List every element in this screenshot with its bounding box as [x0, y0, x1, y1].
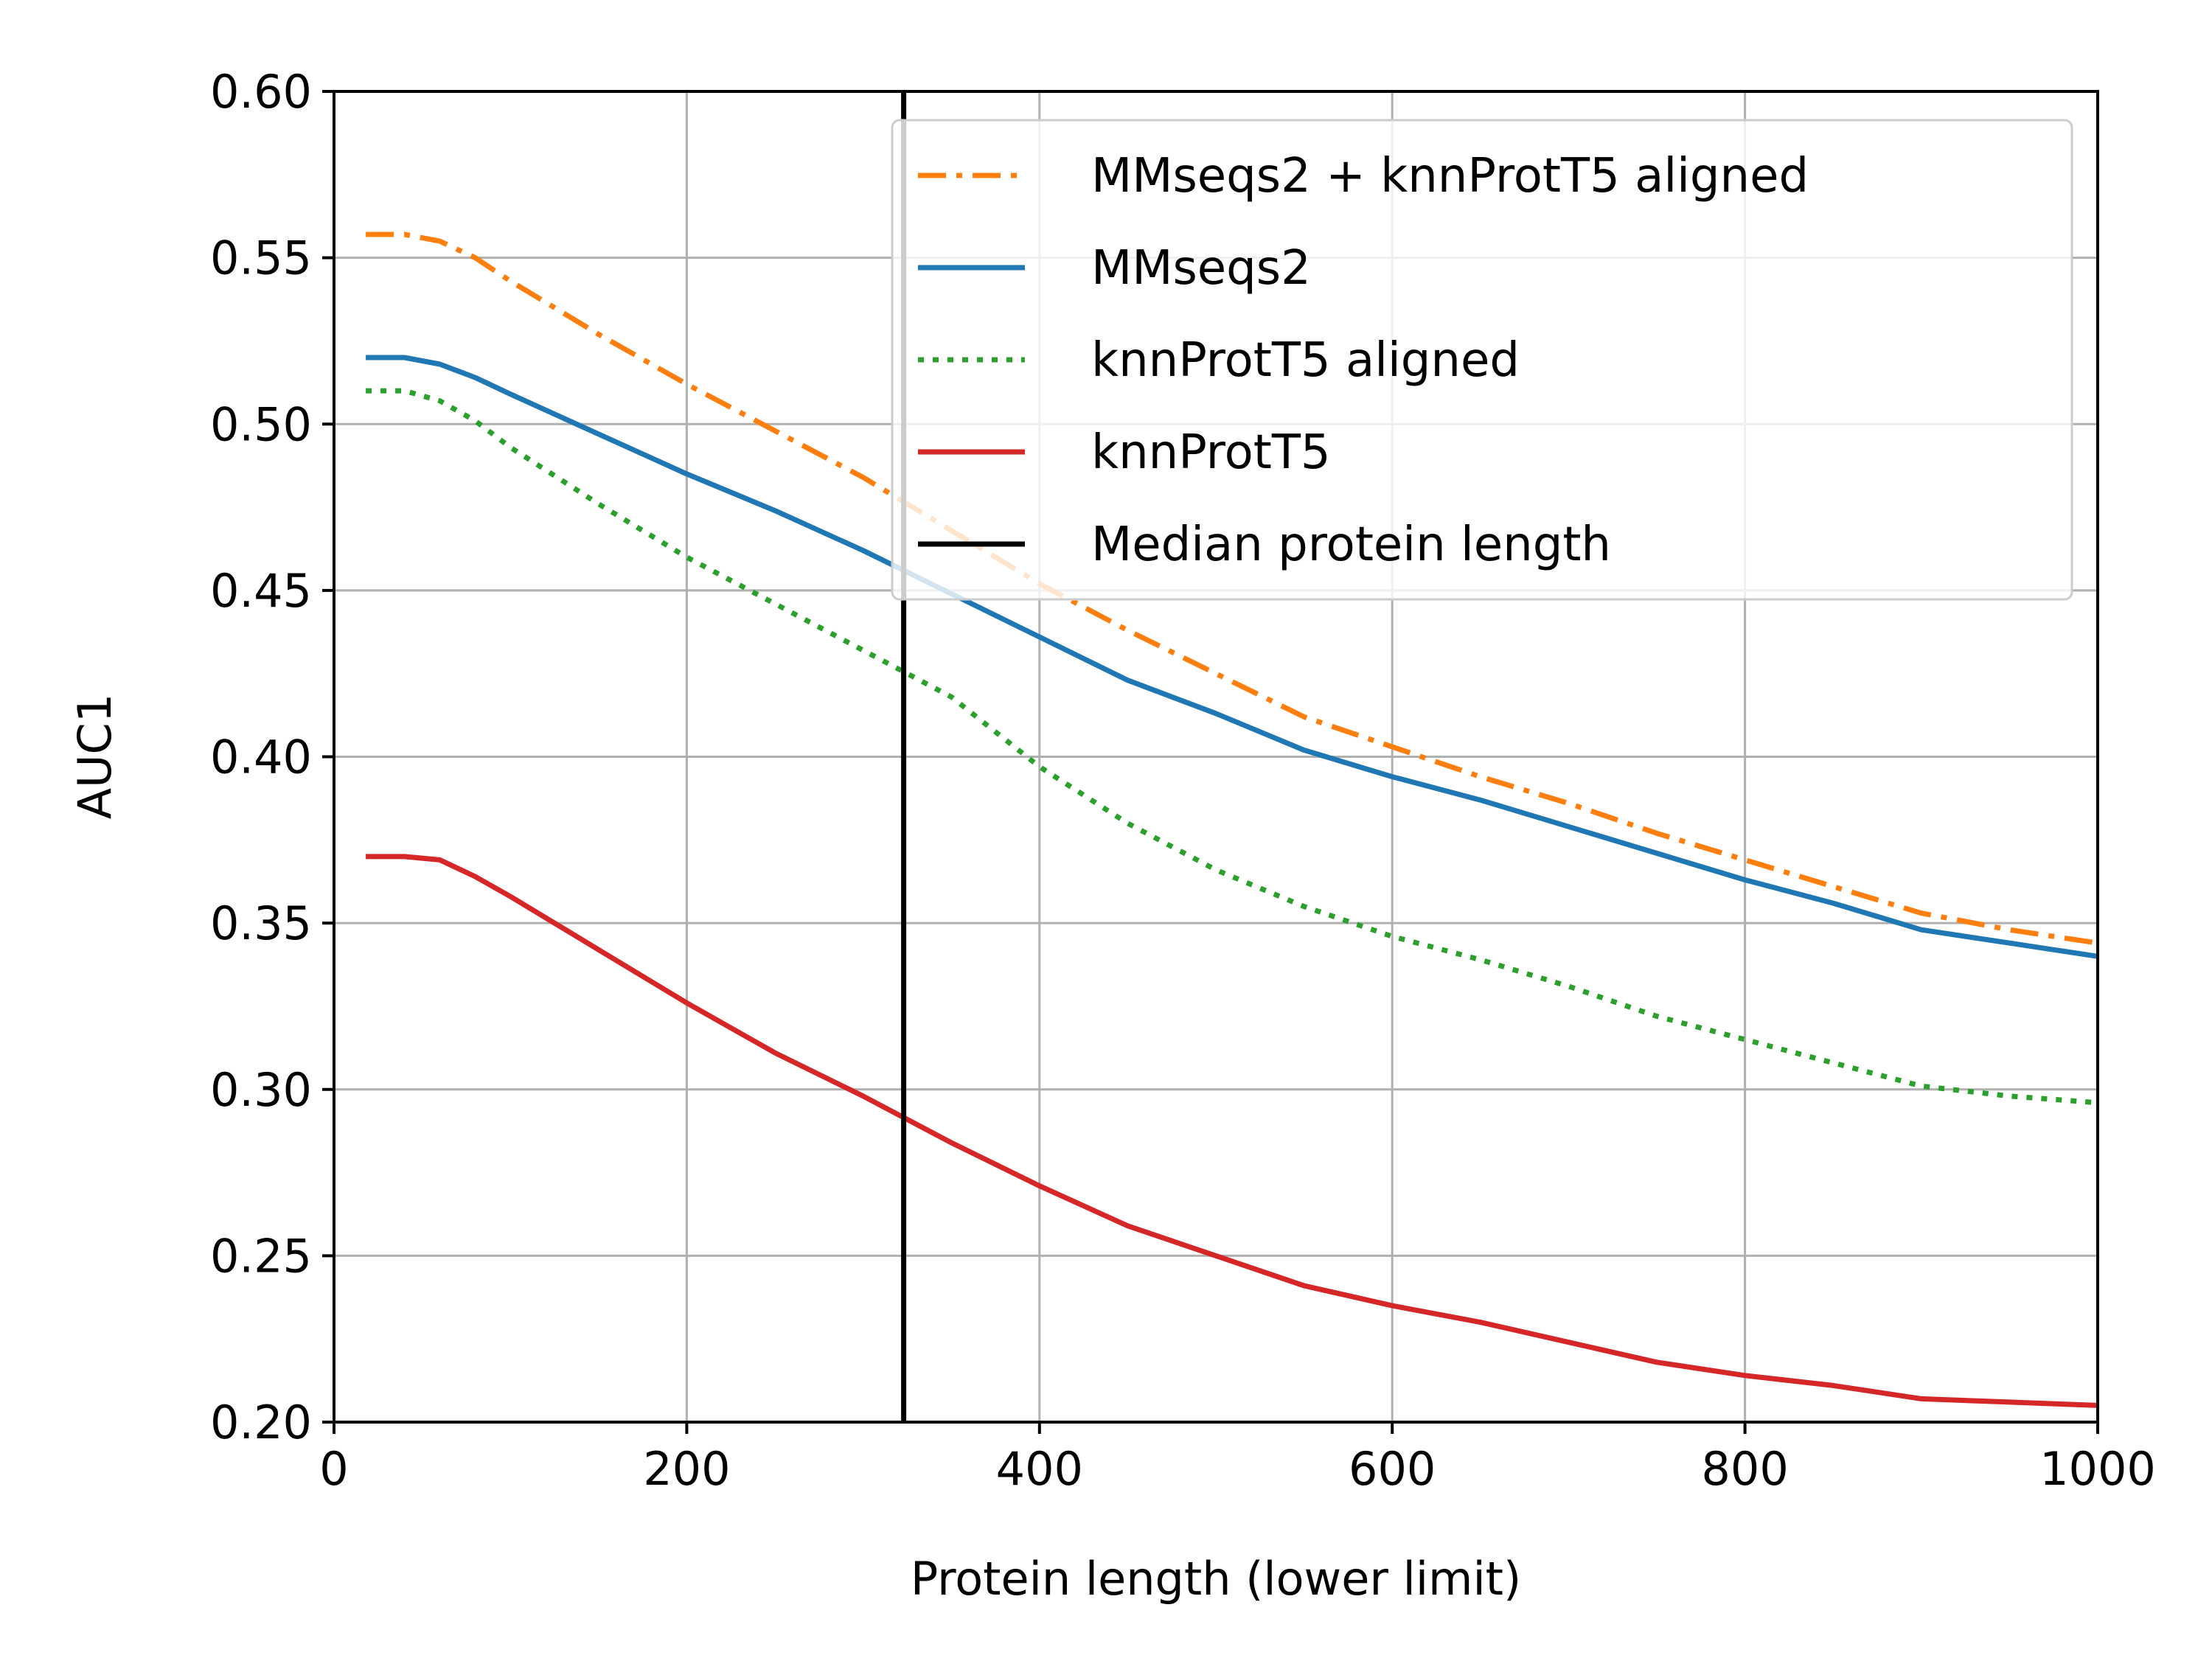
- y-tick-label: 0.20: [210, 1396, 312, 1449]
- y-tick-label: 0.60: [210, 65, 312, 119]
- y-tick-label: 0.35: [210, 896, 312, 950]
- x-tick-label: 400: [996, 1442, 1083, 1496]
- x-tick-label: 1000: [2039, 1442, 2156, 1496]
- legend-label: knnProtT5 aligned: [1091, 333, 1520, 388]
- y-tick-label: 0.45: [210, 564, 312, 618]
- x-tick-label: 600: [1349, 1442, 1436, 1496]
- series-line-3: [366, 854, 2098, 1408]
- y-tick-label: 0.50: [210, 397, 312, 451]
- x-axis-label: Protein length (lower limit): [911, 1552, 1521, 1606]
- legend-box: [891, 119, 2073, 601]
- legend-label: MMseqs2: [1091, 241, 1311, 296]
- legend-label: Median protein length: [1091, 518, 1611, 572]
- y-tick-label: 0.25: [210, 1229, 312, 1283]
- legend: MMseqs2 + knnProtT5 aligned MMseqs2 knnPro…: [891, 119, 2073, 601]
- axis-ticks: 0 200 400 600 800 1000 0.20 0.25 0.30 0.35 0.40 0.4…: [210, 65, 2156, 1496]
- series-line-1: [366, 355, 2098, 959]
- x-tick-label: 0: [319, 1442, 348, 1496]
- y-tick-label: 0.30: [210, 1063, 312, 1117]
- legend-label: knnProtT5: [1091, 425, 1331, 480]
- y-tick-label: 0.40: [210, 731, 312, 784]
- x-tick-label: 800: [1701, 1442, 1788, 1496]
- y-tick-label: 0.55: [210, 231, 312, 285]
- legend-label: MMseqs2 + knnProtT5 aligned: [1091, 149, 1809, 203]
- y-axis-label: AUC1: [68, 694, 122, 820]
- x-tick-label: 200: [643, 1442, 730, 1496]
